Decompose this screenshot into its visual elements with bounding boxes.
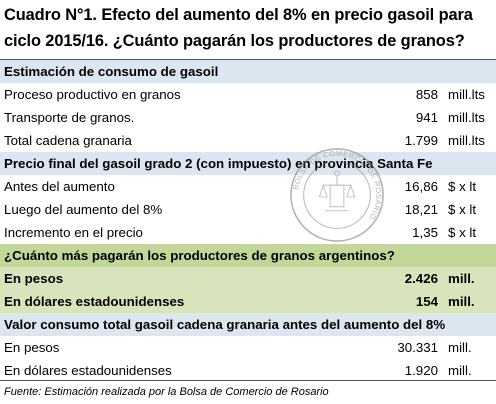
row-label: Transporte de granos. <box>4 110 135 125</box>
table-row: Proceso productivo en granos 858 mill.lt… <box>0 83 496 106</box>
row-label: En dólares estadounidenses <box>4 294 185 309</box>
title-line-2: ciclo 2015/16. ¿Cuánto pagarán los produ… <box>4 32 465 50</box>
row-label: Incremento en el precio <box>4 225 143 240</box>
source-footer: Fuente: Estimación realizada por la Bols… <box>0 380 496 404</box>
row-unit: mill.lts <box>448 133 485 148</box>
row-label: Total cadena granaria <box>4 133 132 148</box>
section-header-valor: Valor consumo total gasoil cadena granar… <box>0 313 496 336</box>
section-title: Estimación de consumo de gasoil <box>4 64 219 79</box>
section-title: Valor consumo total gasoil cadena granar… <box>4 317 446 332</box>
row-unit: mill. <box>448 340 472 355</box>
row-unit: mill. <box>448 294 475 309</box>
table-row: Incremento en el precio 1,35 $ x lt <box>0 221 496 244</box>
section-title: Precio final del gasoil grado 2 (con imp… <box>4 156 433 171</box>
row-unit: $ x lt <box>448 202 477 217</box>
row-value: 941 <box>415 110 438 125</box>
row-label: En pesos <box>4 340 60 355</box>
table-row: Transporte de granos. 941 mill.lts <box>0 106 496 129</box>
row-value: 2.426 <box>404 271 438 286</box>
table-title: Cuadro N°1. Efecto del aumento del 8% en… <box>4 2 492 54</box>
row-unit: $ x lt <box>448 225 477 240</box>
row-unit: mill. <box>448 271 475 286</box>
row-unit: $ x lt <box>448 179 477 194</box>
row-value: 18,21 <box>404 202 438 217</box>
row-label: Luego del aumento del 8% <box>4 202 163 217</box>
row-unit: mill.lts <box>448 87 485 102</box>
table-row: En dólares estadounidenses 1.920 mill. <box>0 359 496 382</box>
section-title: ¿Cuánto más pagarán los productores de g… <box>4 248 395 263</box>
row-unit: mill. <box>448 363 472 378</box>
section-header-precio: Precio final del gasoil grado 2 (con imp… <box>0 152 496 175</box>
row-label: Proceso productivo en granos <box>4 87 181 102</box>
row-value: 1,35 <box>412 225 438 240</box>
row-label: Antes del aumento <box>4 179 115 194</box>
table-row-highlight: En pesos 2.426 mill. <box>0 267 496 290</box>
row-value: 16,86 <box>404 179 438 194</box>
table-row: En pesos 30.331 mill. <box>0 336 496 359</box>
row-value: 1.920 <box>404 363 438 378</box>
source-text: Fuente: Estimación realizada por la Bols… <box>4 386 329 398</box>
row-value: 1.799 <box>404 133 438 148</box>
table-row: Antes del aumento 16,86 $ x lt <box>0 175 496 198</box>
data-table: Estimación de consumo de gasoil Proceso … <box>0 59 496 382</box>
bolsa-seal-watermark-icon: BOLSA DE COMERCIO DE ROSARIO <box>290 148 384 242</box>
section-header-productores: ¿Cuánto más pagarán los productores de g… <box>0 244 496 267</box>
row-value: 154 <box>415 294 438 309</box>
row-label: En dólares estadounidenses <box>4 363 172 378</box>
section-header-consumo: Estimación de consumo de gasoil <box>0 60 496 83</box>
row-value: 30.331 <box>397 340 438 355</box>
table-row: Total cadena granaria 1.799 mill.lts <box>0 129 496 152</box>
table-row-highlight: En dólares estadounidenses 154 mill. <box>0 290 496 313</box>
table-row: Luego del aumento del 8% 18,21 $ x lt <box>0 198 496 221</box>
row-value: 858 <box>415 87 438 102</box>
title-line-1: Cuadro N°1. Efecto del aumento del 8% en… <box>4 6 473 24</box>
row-label: En pesos <box>4 271 64 286</box>
row-unit: mill.lts <box>448 110 485 125</box>
